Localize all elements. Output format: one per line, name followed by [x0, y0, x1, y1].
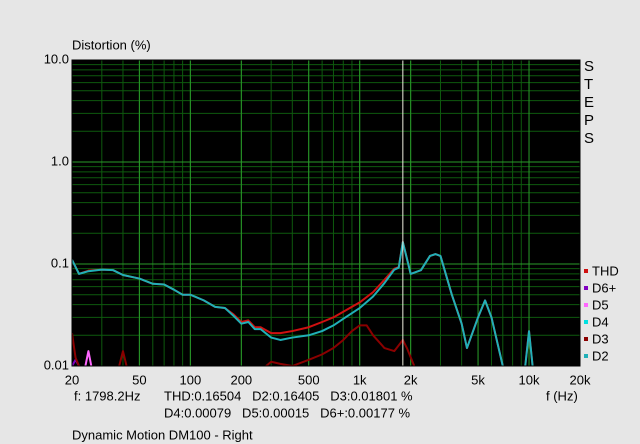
- y-tick-label: 10.0: [44, 51, 69, 66]
- x-tick-label: 200: [230, 372, 252, 387]
- legend-swatch: [584, 337, 588, 341]
- legend-label: D4: [592, 314, 609, 329]
- cursor-readout: THD:0.16504 D2:0.16405 D3:0.01801 %: [164, 388, 413, 403]
- series-line: [84, 350, 93, 366]
- side-label: STEPS: [584, 58, 595, 147]
- x-axis-label: f (Hz): [546, 388, 578, 403]
- cursor-readout: D4:0.00079 D5:0.00015 D6+:0.00177 %: [164, 405, 411, 420]
- legend-swatch: [584, 269, 588, 273]
- legend-label: D3: [592, 331, 609, 346]
- cursor-readout: f: 1798.2Hz: [74, 388, 141, 403]
- x-tick-label: 1k: [353, 372, 367, 387]
- x-tick-label: 5k: [471, 372, 485, 387]
- plot-border: [71, 59, 581, 367]
- chart-subtitle: Dynamic Motion DM100 - Right: [72, 427, 253, 442]
- plot: [72, 60, 580, 366]
- series-line: [72, 324, 416, 366]
- y-tick-label: 0.01: [44, 357, 69, 372]
- x-tick-label: 10k: [519, 372, 540, 387]
- legend-swatch: [584, 320, 588, 324]
- chart-title: Distortion (%): [72, 37, 151, 52]
- y-tick-label: 0.1: [51, 255, 69, 270]
- x-tick-label: 100: [180, 372, 202, 387]
- x-tick-label: 20k: [570, 372, 591, 387]
- y-tick-label: 1.0: [51, 153, 69, 168]
- legend-label: D5: [592, 297, 609, 312]
- x-tick-label: 20: [65, 372, 79, 387]
- legend-swatch: [584, 303, 588, 307]
- legend-swatch: [584, 354, 588, 358]
- legend-swatch: [584, 286, 588, 290]
- legend-label: D6+: [592, 280, 616, 295]
- legend-label: D2: [592, 348, 609, 363]
- plot-area: [72, 60, 580, 366]
- legend-label: THD: [592, 263, 619, 278]
- x-tick-label: 500: [298, 372, 320, 387]
- x-tick-label: 50: [132, 372, 146, 387]
- series-line: [72, 241, 534, 366]
- x-tick-label: 2k: [404, 372, 418, 387]
